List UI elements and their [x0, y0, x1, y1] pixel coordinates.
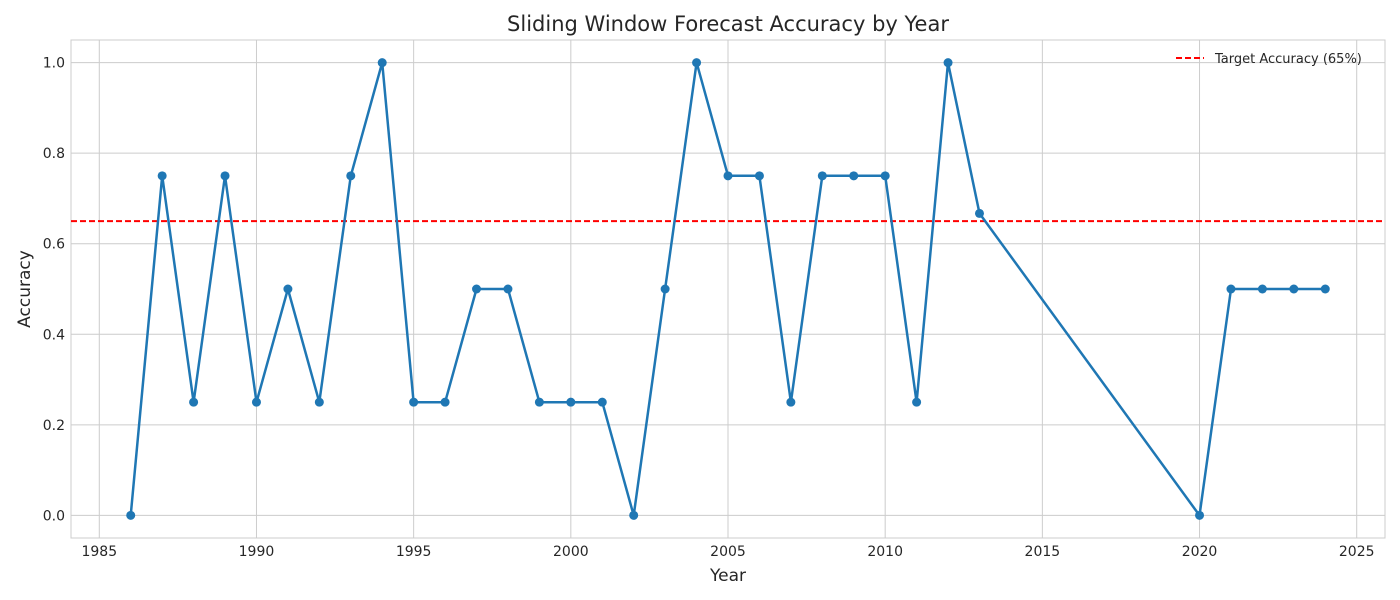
accuracy-point: [220, 171, 230, 181]
accuracy-point: [1289, 284, 1299, 294]
y-tick-label: 0.6: [43, 237, 65, 253]
chart-title: Sliding Window Forecast Accuracy by Year: [507, 12, 949, 36]
x-tick-label: 1985: [81, 544, 117, 560]
accuracy-point: [754, 171, 764, 181]
accuracy-point: [723, 171, 733, 181]
y-axis-label: Accuracy: [15, 250, 35, 328]
accuracy-point: [849, 171, 859, 181]
accuracy-point: [566, 397, 576, 407]
legend: Target Accuracy (65%): [1176, 52, 1362, 67]
accuracy-point: [283, 284, 293, 294]
accuracy-point: [157, 171, 167, 181]
accuracy-point: [472, 284, 482, 294]
accuracy-point: [880, 171, 890, 181]
accuracy-point: [409, 397, 419, 407]
accuracy-point: [251, 397, 261, 407]
accuracy-point: [377, 58, 387, 68]
accuracy-point: [189, 397, 199, 407]
x-tick-label: 1995: [396, 544, 432, 560]
x-tick-label: 2000: [553, 544, 589, 560]
x-tick-label: 2005: [710, 544, 746, 560]
y-tick-label: 1.0: [43, 56, 65, 72]
accuracy-point: [1226, 284, 1236, 294]
accuracy-point: [692, 58, 702, 68]
grid: [71, 40, 1385, 538]
accuracy-point: [1195, 510, 1205, 520]
accuracy-point: [817, 171, 827, 181]
accuracy-point: [660, 284, 670, 294]
y-tick-label: 0.0: [43, 508, 65, 524]
accuracy-point: [597, 397, 607, 407]
x-tick-label: 2010: [867, 544, 903, 560]
accuracy-point: [786, 397, 796, 407]
x-tick-label: 2015: [1025, 544, 1061, 560]
x-axis-ticks: 1985 1990 1995 2000 2005 2010 2015 2020 2025: [81, 544, 1374, 560]
accuracy-point: [1257, 284, 1267, 294]
accuracy-point: [126, 510, 136, 520]
accuracy-point: [440, 397, 450, 407]
accuracy-point: [629, 510, 639, 520]
legend-label-target: Target Accuracy (65%): [1214, 52, 1362, 67]
accuracy-point: [943, 58, 953, 68]
y-tick-label: 0.8: [43, 146, 65, 162]
accuracy-point: [503, 284, 513, 294]
series-group: [126, 58, 1330, 520]
y-axis-ticks: 0.0 0.2 0.4 0.6 0.8 1.0: [43, 56, 65, 525]
x-tick-label: 2020: [1182, 544, 1218, 560]
x-axis-label: Year: [709, 566, 746, 586]
x-tick-label: 1990: [239, 544, 275, 560]
accuracy-point: [534, 397, 544, 407]
accuracy-point: [1320, 284, 1330, 294]
y-tick-label: 0.2: [43, 418, 65, 434]
x-tick-label: 2025: [1339, 544, 1375, 560]
plot-area-frame: [70, 39, 1386, 539]
accuracy-point: [346, 171, 356, 181]
accuracy-point: [974, 208, 984, 218]
accuracy-point: [912, 397, 922, 407]
accuracy-point: [314, 397, 324, 407]
y-tick-label: 0.4: [43, 327, 65, 343]
